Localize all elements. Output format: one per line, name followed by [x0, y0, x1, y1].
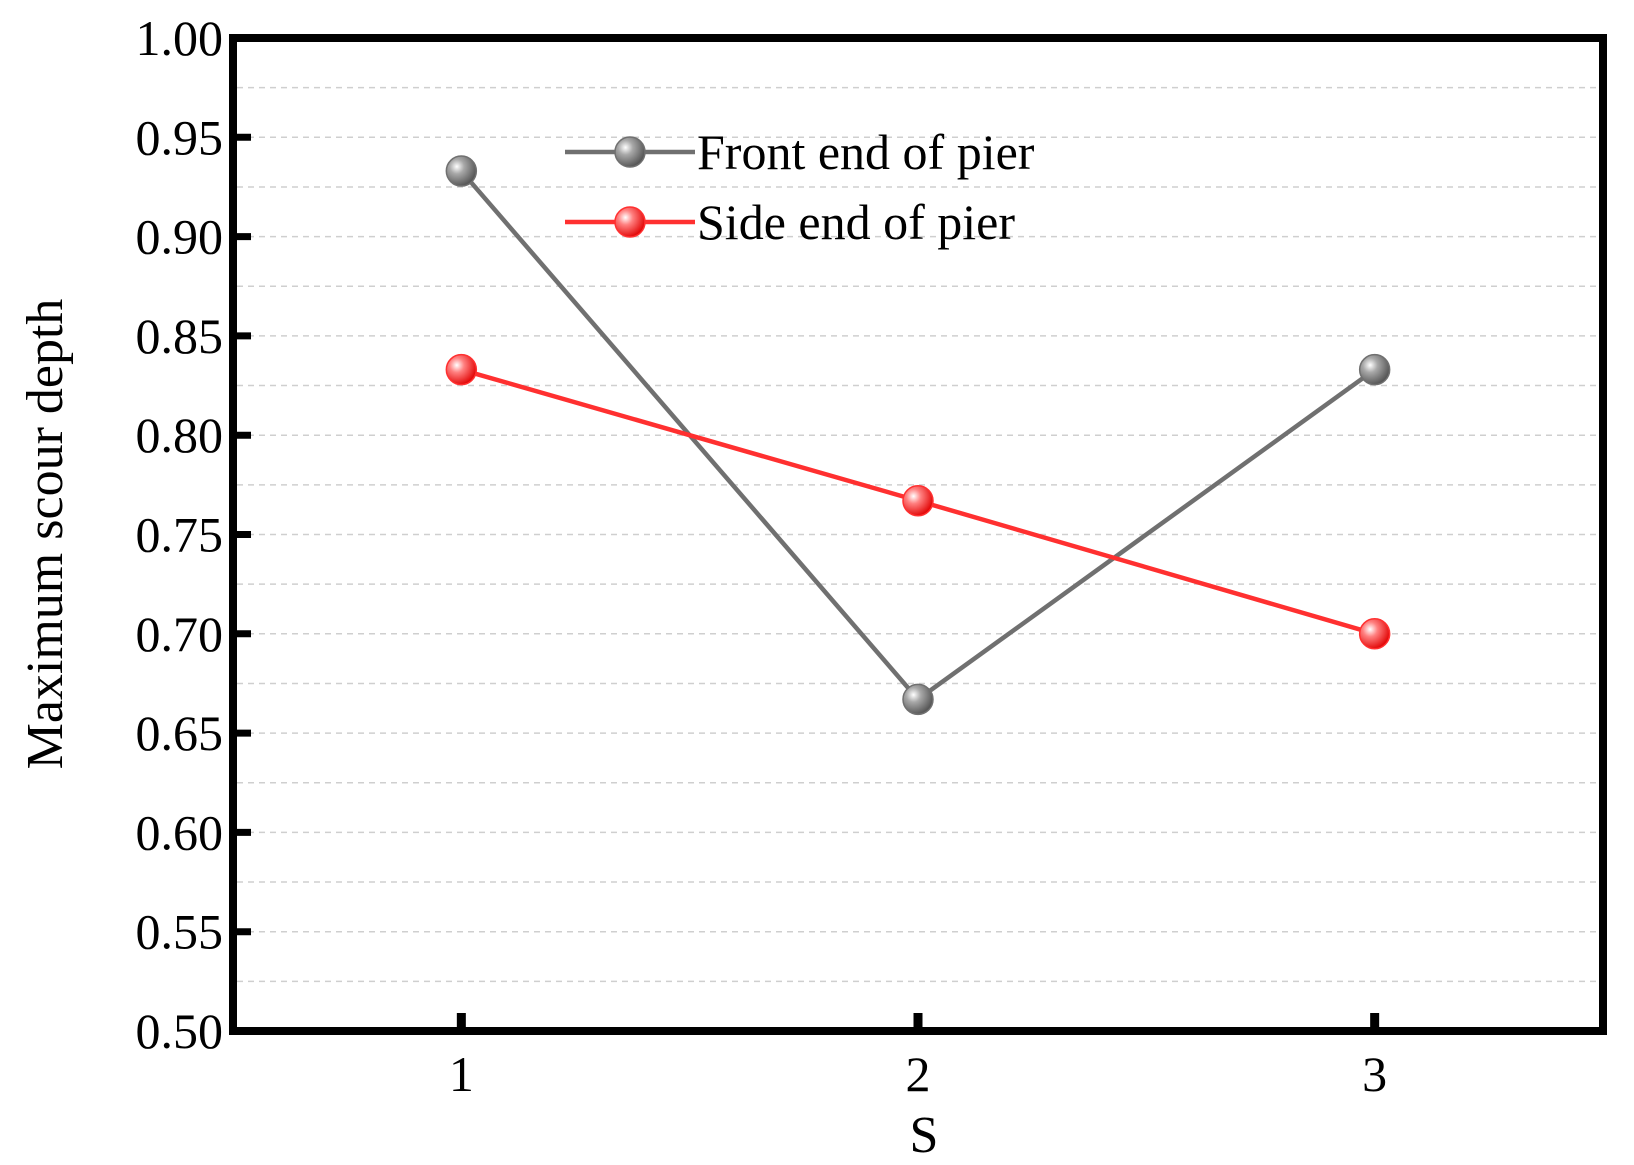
y-tick-label: 0.90 [136, 209, 224, 265]
y-axis-title: Maximum scour depth [17, 299, 74, 770]
y-tick-label: 0.80 [136, 407, 224, 463]
legend-marker-side-end-of-pier [614, 206, 646, 238]
legend-label-front-end-of-pier: Front end of pier [697, 124, 1035, 180]
point-side-end-of-pier [1358, 618, 1391, 650]
legend-label-side-end-of-pier: Side end of pier [697, 194, 1015, 250]
point-front-end-of-pier [445, 155, 478, 187]
y-tick-label: 1.00 [136, 10, 224, 66]
y-tick-label: 0.75 [136, 507, 224, 563]
y-tick-label: 0.85 [136, 308, 224, 364]
y-tick-label: 0.70 [136, 606, 224, 662]
y-tick-label: 0.55 [136, 904, 224, 960]
point-side-end-of-pier [902, 484, 934, 517]
y-tick-label: 0.50 [136, 1003, 224, 1059]
y-tick-label: 0.95 [136, 109, 224, 165]
x-tick-label: 2 [906, 1046, 931, 1102]
y-tick-label: 0.65 [136, 705, 224, 761]
point-front-end-of-pier [1358, 353, 1391, 386]
series-line-front-end-of-pier [459, 169, 1376, 703]
point-front-end-of-pier [902, 683, 934, 716]
legend: Front end of pier Side end of pier [565, 124, 1035, 250]
x-tick-label: 1 [449, 1046, 474, 1102]
x-axis: 1 2 3 [449, 1013, 1387, 1102]
x-tick-label: 3 [1362, 1046, 1387, 1102]
y-tick-label: 0.60 [136, 804, 224, 860]
y-axis: 0.50 0.55 0.60 0.65 0.70 0.75 0.80 0.85 0.90 0.95… [136, 10, 251, 1059]
series-layer [445, 155, 1391, 716]
point-side-end-of-pier [445, 353, 478, 386]
legend-marker-front-end-of-pier [614, 136, 646, 168]
x-axis-title: S [910, 1107, 939, 1164]
